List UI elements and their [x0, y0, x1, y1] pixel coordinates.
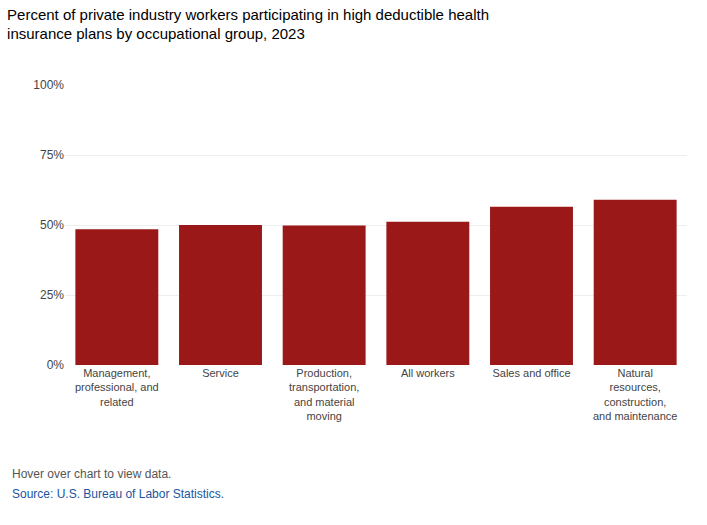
svg-text:Production,transportation,and: Production,transportation,and materialmo…	[289, 367, 359, 422]
svg-text:0%: 0%	[47, 358, 65, 372]
svg-text:Percent of private industry wo: Percent of private industry workers part…	[7, 6, 489, 43]
svg-text:Source: U.S. Bureau of Labor S: Source: U.S. Bureau of Labor Statistics.	[12, 487, 224, 501]
svg-text:Sales and office: Sales and office	[492, 367, 570, 379]
svg-text:All workers: All workers	[401, 367, 455, 379]
svg-text:Management,professional, andre: Management,professional, andrelated	[75, 367, 159, 408]
svg-text:Hover over chart to view data.: Hover over chart to view data.	[12, 467, 171, 481]
svg-text:25%: 25%	[40, 288, 64, 302]
svg-text:75%: 75%	[40, 148, 64, 162]
svg-text:50%: 50%	[40, 218, 64, 232]
svg-text:Naturalresources,construction,: Naturalresources,construction,and mainte…	[593, 367, 677, 422]
svg-text:100%: 100%	[33, 78, 64, 92]
svg-text:Service: Service	[202, 367, 239, 379]
